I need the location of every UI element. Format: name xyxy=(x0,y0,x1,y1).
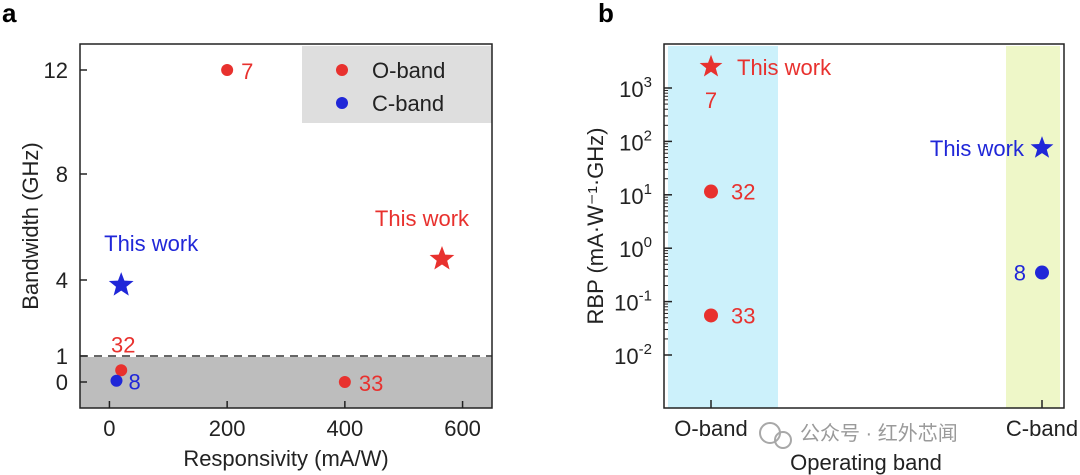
plot-frame-a xyxy=(79,43,493,409)
data-point-c-band xyxy=(1035,265,1049,280)
data-point-o-band xyxy=(704,308,718,323)
legend-label-o-band: O-band xyxy=(372,58,445,83)
y-tick-label-a: 1 xyxy=(56,344,68,369)
data-label: 32 xyxy=(731,180,755,205)
data-point-o-band xyxy=(338,376,351,388)
y-tick-label-a: 0 xyxy=(56,370,68,395)
data-point-o-band xyxy=(704,184,718,199)
panel-b-chart: 103 102 101 100 10-1 10-2 O-band C-band This wo… xyxy=(583,43,1078,475)
c-band-shade xyxy=(1006,46,1060,408)
y-tick-label-b: 103 xyxy=(619,74,652,102)
x-tick-label-a: 600 xyxy=(444,416,481,441)
y-axis-title-a: Bandwidth (GHz) xyxy=(18,142,43,310)
data-point-c-band xyxy=(110,374,123,387)
y-tick-label-b: 100 xyxy=(619,234,652,262)
plot-frame-b xyxy=(663,43,1065,409)
data-label: 33 xyxy=(359,371,383,396)
legend-marker-o-band xyxy=(336,64,348,76)
o-band-shade xyxy=(668,46,778,408)
data-label: This work xyxy=(737,55,832,80)
data-label: This work xyxy=(104,231,199,256)
data-point-star-o-band xyxy=(699,54,723,77)
data-label: 8 xyxy=(128,370,140,395)
y-tick-label-a: 4 xyxy=(56,268,68,293)
y-tick-label-b: 10-2 xyxy=(614,341,652,369)
legend-marker-c-band xyxy=(336,97,348,109)
data-label: 8 xyxy=(1014,261,1026,286)
data-label: 7 xyxy=(241,59,253,84)
data-label: 32 xyxy=(111,332,135,357)
data-point-o-band xyxy=(221,64,234,76)
data-label: 33 xyxy=(731,303,755,328)
data-point-o-band xyxy=(115,364,128,377)
watermark-text: 公众号 · 红外芯闻 xyxy=(800,422,958,445)
x-axis-title-a: Responsivity (mA/W) xyxy=(183,446,388,471)
data-point-star-c-band xyxy=(1030,136,1054,158)
wechat-icon xyxy=(759,422,781,444)
y-tick-label-a: 12 xyxy=(44,58,68,83)
x-tick-label-b: O-band xyxy=(674,416,747,441)
y-tick-label-b: 102 xyxy=(619,127,652,155)
x-tick-label-a: 200 xyxy=(209,416,246,441)
data-point-star-c-band xyxy=(108,272,134,296)
data-label: This work xyxy=(930,136,1025,161)
x-tick-label-a: 0 xyxy=(103,416,115,441)
x-axis-title-b: Operating band xyxy=(790,450,942,475)
data-label: 7 xyxy=(705,88,717,113)
watermark: 公众号 · 红外芯闻 xyxy=(759,422,958,449)
y-axis-title-b: RBP (mA·W⁻¹·GHz) xyxy=(583,128,608,325)
panel-a-letter: a xyxy=(2,0,17,28)
y-tick-label-a: 8 xyxy=(56,162,68,187)
x-tick-label-b: C-band xyxy=(1006,416,1078,441)
y-tick-label-b: 101 xyxy=(619,181,652,209)
x-tick-label-a: 400 xyxy=(326,416,363,441)
data-point-star-o-band xyxy=(429,246,455,270)
below-threshold-region xyxy=(80,357,492,408)
legend-box xyxy=(302,46,492,123)
data-label: This work xyxy=(375,206,470,231)
y-tick-label-b: 10-1 xyxy=(614,288,652,316)
legend-label-c-band: C-band xyxy=(372,91,444,116)
wechat-icon-bubble xyxy=(774,431,792,449)
panel-b-letter: b xyxy=(598,0,614,28)
